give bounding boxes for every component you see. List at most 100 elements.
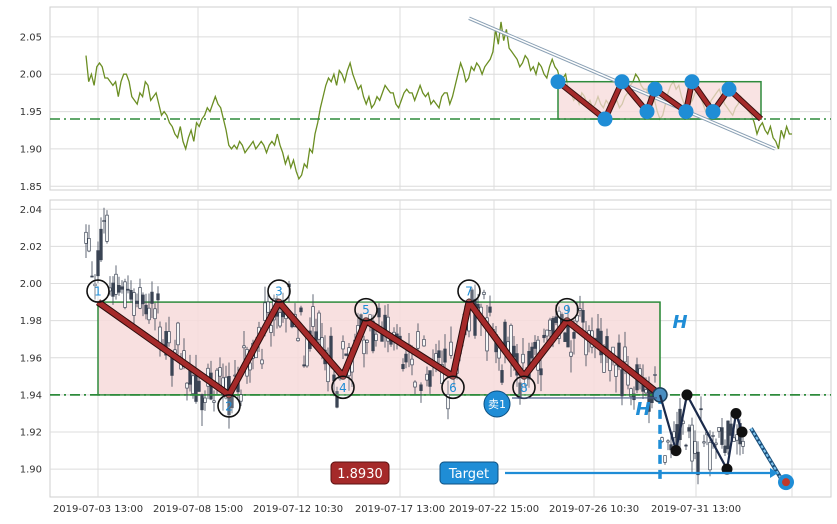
candle-body [121, 287, 124, 289]
candle-body [103, 221, 106, 222]
candle-body [712, 435, 715, 436]
top-pivot-dot [685, 74, 700, 89]
top-ytick-label: 2.05 [20, 32, 42, 43]
candle-body [549, 320, 552, 330]
candle-body [100, 229, 103, 260]
candle-body [363, 340, 366, 354]
candle-body [133, 293, 136, 316]
candle-body [624, 347, 627, 362]
candle-body [423, 339, 426, 346]
xtick-label: 2019-07-03 13:00 [53, 504, 143, 515]
candle-body [145, 305, 148, 314]
bottom-ytick-label: 1.92 [20, 428, 42, 439]
bottom-ytick-label: 2.02 [20, 242, 42, 253]
post-breakout-dot [682, 389, 693, 400]
candle-body [685, 445, 688, 446]
candle-body [198, 381, 201, 391]
candle-body [168, 332, 171, 343]
candle-body [621, 370, 624, 396]
candle-body [378, 308, 381, 317]
candle-body [501, 370, 504, 382]
xtick-label: 2019-07-08 15:00 [153, 504, 243, 515]
candle-body [402, 364, 405, 368]
xtick-label: 2019-07-31 13:00 [651, 504, 741, 515]
candle-body [139, 287, 142, 308]
candle-body [124, 282, 127, 308]
post-breakout-dot [737, 427, 748, 438]
candle-body [718, 427, 721, 431]
bottom-ytick-label: 1.90 [20, 465, 42, 476]
candle-body [127, 289, 130, 290]
candle-body [91, 276, 94, 277]
candle-body [543, 335, 546, 337]
candle-body [136, 301, 139, 303]
candle-body [721, 428, 724, 445]
bottom-ytick-label: 2.04 [20, 205, 42, 216]
candle-body [483, 292, 486, 294]
candle-body [130, 290, 133, 299]
top-pivot-dot [722, 82, 737, 97]
top-pivot-dot [706, 104, 721, 119]
candle-body [219, 368, 222, 377]
candle-body [742, 441, 745, 446]
xtick-label: 2019-07-12 10:30 [253, 504, 343, 515]
pivot-label: 9 [563, 303, 571, 317]
candle-body [345, 354, 348, 356]
candle-body [157, 294, 160, 300]
pivot-label: 6 [449, 381, 457, 395]
candle-body [318, 313, 321, 339]
pivot-label: 8 [520, 381, 528, 395]
candle-body [697, 452, 700, 475]
top-ytick-label: 1.90 [20, 144, 42, 155]
candle-body [444, 349, 447, 362]
candle-body [540, 369, 543, 375]
candle-body [267, 302, 270, 312]
candle-body [700, 409, 703, 410]
candle-body [513, 346, 516, 357]
top-pivot-dot [615, 74, 630, 89]
candle-body [570, 352, 573, 356]
candle-body [691, 425, 694, 461]
candle-body [429, 371, 432, 387]
top-ytick-label: 1.85 [20, 182, 42, 193]
candle-body [727, 421, 730, 449]
bottom-ytick-label: 1.98 [20, 316, 42, 327]
candle-body [534, 342, 537, 348]
top-pivot-dot [551, 74, 566, 89]
target-price-label: 1.8930 [337, 467, 383, 482]
candle-body [148, 308, 151, 320]
target-marker-inner [782, 478, 790, 486]
candle-body [582, 310, 585, 322]
candle-body [450, 342, 453, 355]
post-breakout-dot [731, 408, 742, 419]
xtick-label: 2019-07-17 13:00 [355, 504, 445, 515]
candle-body [688, 428, 691, 432]
candle-body [177, 323, 180, 345]
sell-marker-label: 卖1 [488, 398, 506, 411]
target-box-label: Target [448, 467, 489, 482]
candle-body [375, 334, 378, 340]
candle-body [192, 376, 195, 394]
candle-body [115, 274, 118, 294]
candle-body [303, 365, 306, 366]
candle-body [261, 360, 264, 364]
candle-body [546, 330, 549, 336]
candle-body [555, 317, 558, 323]
top-ytick-label: 2.00 [20, 70, 42, 81]
candle-body [151, 292, 154, 303]
candle-body [264, 303, 267, 321]
pivot-label: 1 [94, 285, 102, 299]
candle-body [420, 385, 423, 391]
candle-body [531, 347, 534, 358]
candle-body [243, 346, 246, 348]
candle-body [724, 446, 727, 453]
candle-body [615, 365, 618, 376]
candle-body [667, 441, 670, 442]
candle-body [709, 442, 712, 469]
pivot-label: 7 [465, 285, 473, 299]
candle-body [270, 325, 273, 332]
candle-body [405, 354, 408, 362]
candle-body [366, 340, 369, 342]
candle-body [240, 395, 243, 401]
